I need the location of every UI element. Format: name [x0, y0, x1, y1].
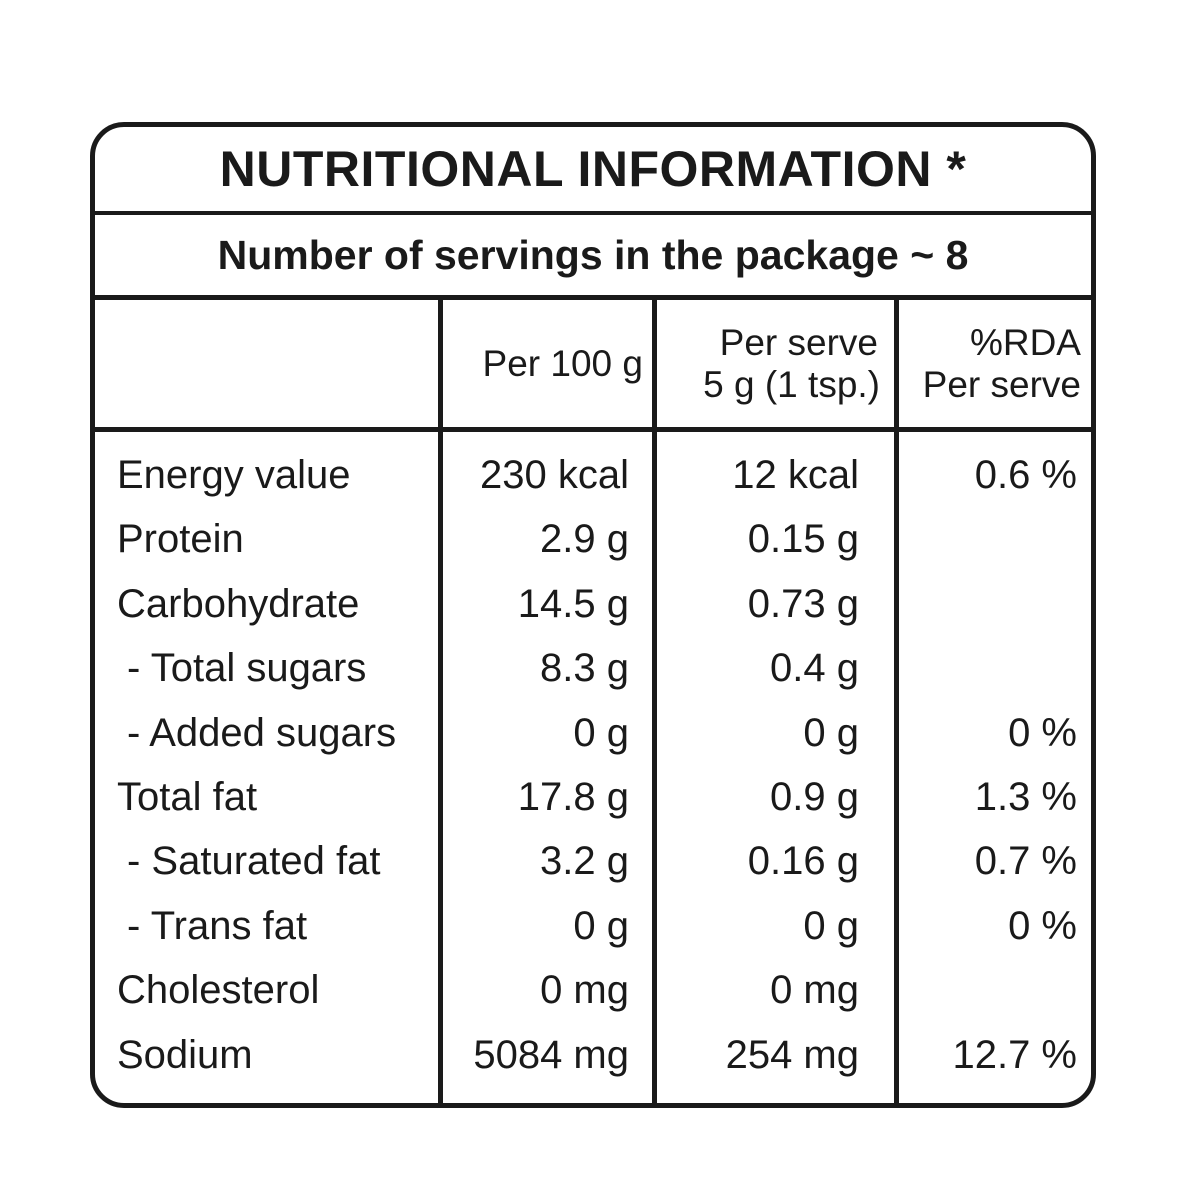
- per100-value: 17.8 g: [517, 774, 629, 819]
- rda-value: 0.7 %: [974, 839, 1077, 884]
- nutrient-name: Energy value: [117, 453, 351, 497]
- per-serve-value: 254 mg: [725, 1032, 859, 1077]
- per100-value: 8.3 g: [540, 646, 629, 691]
- column-divider-1: [438, 299, 443, 1103]
- per-serve-label: Per serve: [719, 322, 878, 363]
- column-divider-2: [652, 299, 657, 1103]
- per100-value: 230 kcal: [480, 453, 629, 497]
- serve-size-label: 5 g (1 tsp.): [703, 364, 880, 405]
- table-row: - Saturated fat 3.2 g 0.16 g 0.7 %: [95, 831, 1091, 895]
- column-header-rda: %RDA Per serve: [899, 301, 1087, 427]
- per-serve-value: 0.9 g: [770, 774, 859, 819]
- body-divider: [95, 427, 1091, 432]
- table-title: NUTRITIONAL INFORMATION *: [219, 141, 967, 197]
- per100-value: 0 g: [573, 903, 629, 948]
- per-serve-value: 0.73 g: [747, 581, 859, 626]
- per-serve-value: 0.16 g: [747, 839, 859, 884]
- per100-value: 0 mg: [540, 968, 629, 1013]
- nutrition-table: NUTRITIONAL INFORMATION * Number of serv…: [90, 122, 1096, 1108]
- table-row: - Added sugars 0 g 0 g 0 %: [95, 703, 1091, 767]
- rda-label: %RDA: [969, 322, 1081, 363]
- table-row: Protein 2.9 g 0.15 g: [95, 509, 1091, 573]
- per100-value: 0 g: [573, 710, 629, 755]
- nutrient-name: Protein: [117, 517, 244, 562]
- nutrient-name: Cholesterol: [117, 968, 320, 1013]
- nutrient-name: Total fat: [117, 774, 258, 819]
- table-row: Carbohydrate 14.5 g 0.73 g: [95, 574, 1091, 638]
- header-divider: [95, 295, 1091, 300]
- per-serve-value: 12 kcal: [732, 453, 859, 497]
- per-serve-value: 0 mg: [770, 968, 859, 1013]
- table-row: Energy value 230 kcal 12 kcal 0.6 %: [95, 445, 1091, 509]
- rda-value: 0.6 %: [974, 453, 1077, 497]
- per-serve-value: 0 g: [803, 903, 859, 948]
- nutrient-name: - Saturated fat: [127, 839, 381, 884]
- table-row: Total fat 17.8 g 0.9 g 1.3 %: [95, 767, 1091, 831]
- per100-value: 3.2 g: [540, 839, 629, 884]
- per-serve-value: 0.15 g: [747, 517, 859, 562]
- table-row: - Total sugars 8.3 g 0.4 g: [95, 638, 1091, 702]
- per100-value: 14.5 g: [517, 581, 629, 626]
- rda-value: 12.7 %: [952, 1032, 1077, 1077]
- per-serve-value: 0 g: [803, 710, 859, 755]
- nutrient-name: - Added sugars: [127, 710, 397, 755]
- servings-count: Number of servings in the package ~ 8: [217, 231, 969, 278]
- table-row: - Trans fat 0 g 0 g 0 %: [95, 896, 1091, 960]
- nutrient-name: Sodium: [117, 1032, 253, 1077]
- rda-per-serve-label: Per serve: [922, 364, 1081, 405]
- rda-value: 0 %: [1008, 903, 1077, 948]
- nutrient-name: - Total sugars: [127, 646, 367, 691]
- column-divider-3: [894, 299, 899, 1103]
- per-serve-value: 0.4 g: [770, 646, 859, 691]
- table-row: Cholesterol 0 mg 0 mg: [95, 960, 1091, 1024]
- rda-value: 1.3 %: [974, 774, 1077, 819]
- per100-value: 5084 mg: [473, 1032, 629, 1077]
- table-row: Sodium 5084 mg 254 mg 12.7 %: [95, 1025, 1091, 1089]
- nutrient-rows: Energy value 230 kcal 12 kcal 0.6 % Prot…: [95, 445, 1091, 1089]
- column-header-per-serve: Per serve 5 g (1 tsp.): [657, 301, 894, 427]
- nutrient-name: - Trans fat: [127, 903, 308, 948]
- nutrient-name: Carbohydrate: [117, 581, 360, 626]
- rda-value: 0 %: [1008, 710, 1077, 755]
- per100-label: Per 100 g: [482, 343, 643, 384]
- per100-value: 2.9 g: [540, 517, 629, 562]
- column-header-per-100g: Per 100 g: [443, 301, 647, 427]
- title-divider: [95, 211, 1091, 215]
